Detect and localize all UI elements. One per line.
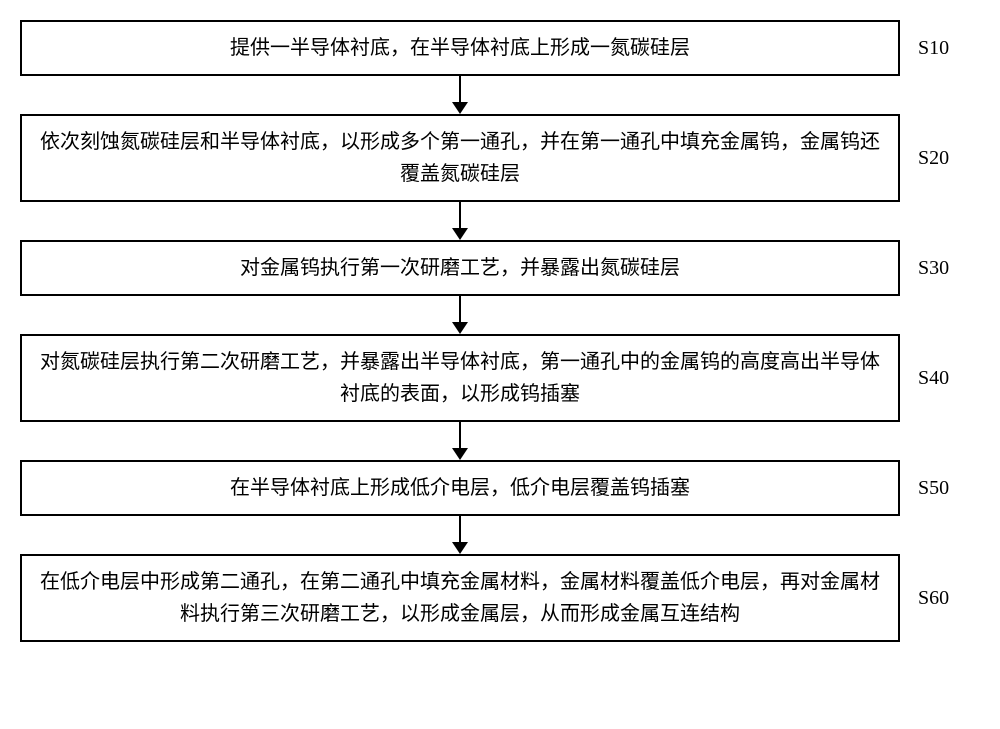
step-box: 对氮碳硅层执行第二次研磨工艺，并暴露出半导体衬底，第一通孔中的金属钨的高度高出半… <box>20 334 900 422</box>
step-label: S40 <box>918 367 978 390</box>
arrow-down <box>20 516 900 554</box>
step-box: 提供一半导体衬底，在半导体衬底上形成一氮碳硅层 <box>20 20 900 76</box>
process-flowchart: 提供一半导体衬底，在半导体衬底上形成一氮碳硅层 S10 依次刻蚀氮碳硅层和半导体衬底… <box>20 20 980 642</box>
step-label: S10 <box>918 37 978 60</box>
step-label: S30 <box>918 257 978 280</box>
arrow-down <box>20 76 900 114</box>
step-row: 对氮碳硅层执行第二次研磨工艺，并暴露出半导体衬底，第一通孔中的金属钨的高度高出半… <box>20 334 980 422</box>
step-row: 依次刻蚀氮碳硅层和半导体衬底，以形成多个第一通孔，并在第一通孔中填充金属钨，金属… <box>20 114 980 202</box>
step-row: 在低介电层中形成第二通孔，在第二通孔中填充金属材料，金属材料覆盖低介电层，再对金… <box>20 554 980 642</box>
step-box: 在低介电层中形成第二通孔，在第二通孔中填充金属材料，金属材料覆盖低介电层，再对金… <box>20 554 900 642</box>
arrow-down <box>20 202 900 240</box>
step-row: 在半导体衬底上形成低介电层，低介电层覆盖钨插塞 S50 <box>20 460 980 516</box>
arrow-down <box>20 296 900 334</box>
arrow-down <box>20 422 900 460</box>
step-row: 提供一半导体衬底，在半导体衬底上形成一氮碳硅层 S10 <box>20 20 980 76</box>
step-label: S60 <box>918 587 978 610</box>
step-box: 依次刻蚀氮碳硅层和半导体衬底，以形成多个第一通孔，并在第一通孔中填充金属钨，金属… <box>20 114 900 202</box>
step-box: 在半导体衬底上形成低介电层，低介电层覆盖钨插塞 <box>20 460 900 516</box>
step-label: S50 <box>918 477 978 500</box>
step-label: S20 <box>918 147 978 170</box>
step-row: 对金属钨执行第一次研磨工艺，并暴露出氮碳硅层 S30 <box>20 240 980 296</box>
step-box: 对金属钨执行第一次研磨工艺，并暴露出氮碳硅层 <box>20 240 900 296</box>
